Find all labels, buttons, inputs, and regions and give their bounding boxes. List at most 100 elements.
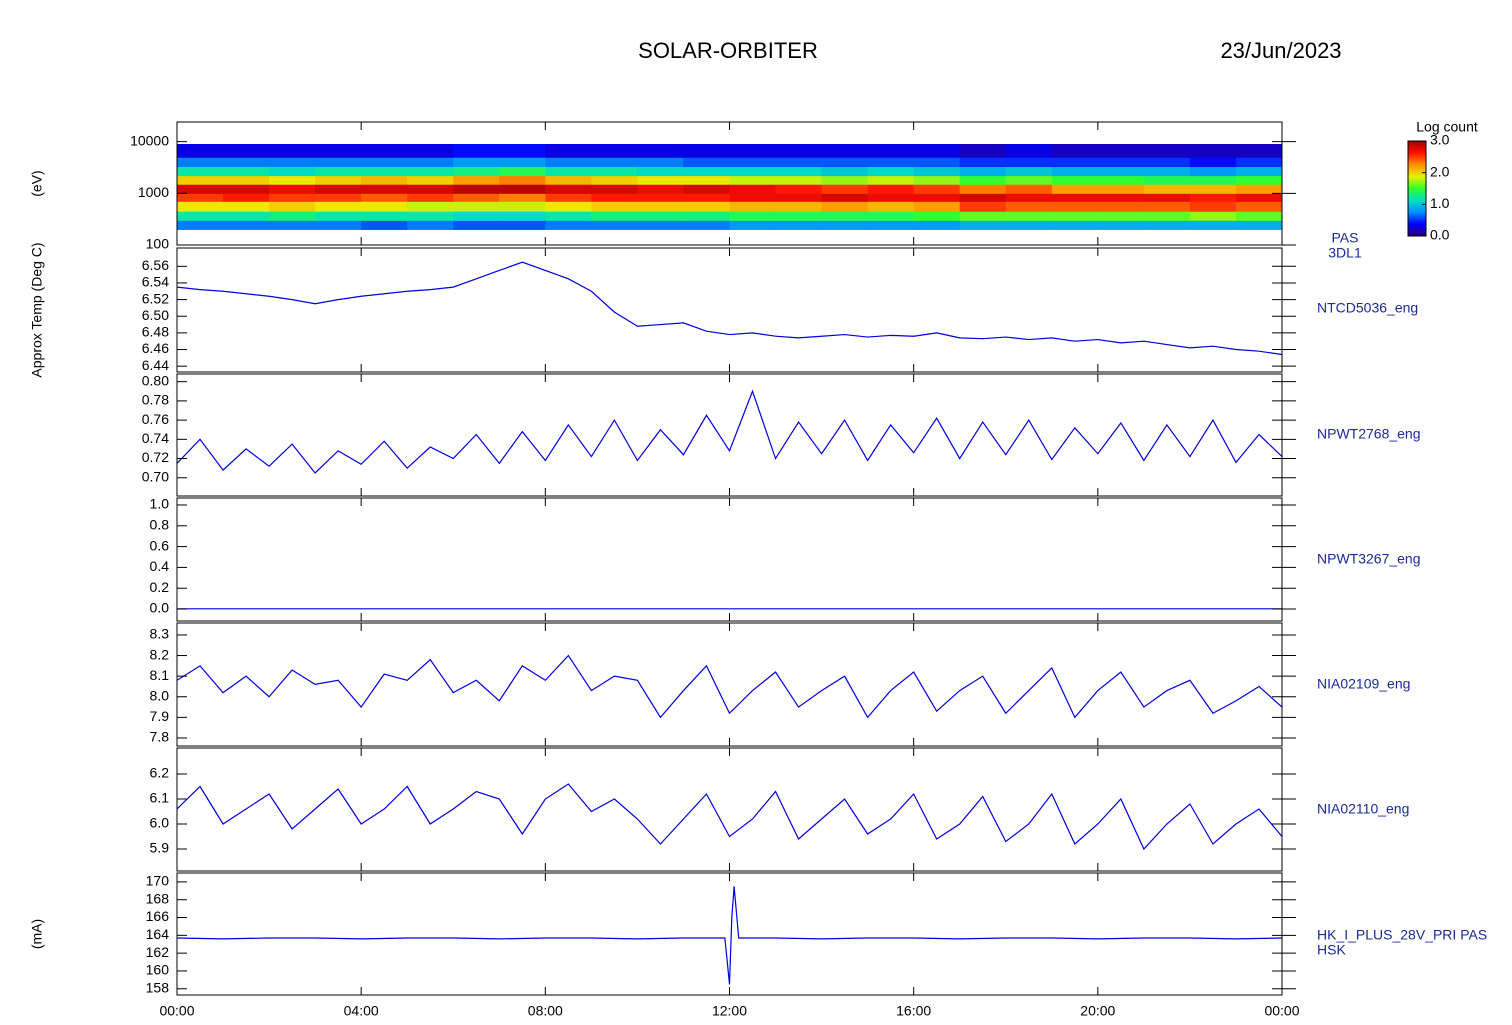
heatmap-cell	[1097, 211, 1145, 221]
heatmap-cell	[775, 201, 823, 212]
page-title: SOLAR-ORBITER	[638, 38, 818, 63]
heatmap-cell	[683, 157, 730, 168]
heatmap-cell	[821, 144, 869, 158]
heatmap-cell	[1235, 166, 1283, 177]
heatmap-cell	[775, 175, 823, 185]
data-line	[177, 389, 1282, 474]
heatmap-cell	[361, 157, 408, 168]
series-label: NIA02110_eng	[1317, 801, 1409, 817]
y-tick-label: 6.52	[142, 290, 169, 306]
heatmap-cell	[1051, 193, 1099, 202]
heatmap-cell	[683, 193, 730, 202]
heatmap-cell	[913, 211, 961, 221]
y-tick-label: 168	[146, 890, 170, 906]
heatmap-cell	[1143, 166, 1191, 177]
heatmap-cell	[545, 184, 592, 194]
y-tick-label: 6.50	[142, 307, 169, 323]
data-line	[177, 261, 1282, 356]
y-tick-label: 0.72	[142, 449, 169, 465]
panel-frame	[176, 373, 1283, 497]
heatmap-cell	[959, 166, 1007, 177]
heatmap-cell	[1189, 157, 1237, 168]
heatmap-cell	[637, 166, 684, 177]
data-line	[177, 654, 1282, 719]
y-tick-label: 6.56	[142, 257, 169, 273]
heatmap-cell	[499, 184, 546, 194]
heatmap-cell	[913, 220, 961, 230]
heatmap-cell	[913, 144, 961, 158]
y-axis-label: (mA)	[29, 919, 45, 949]
panel: 7.8 7.9 8.0 8.1 8.2 8.3 NIA02109_eng	[150, 622, 1410, 747]
heatmap-cell	[1189, 144, 1237, 158]
heatmap-cell	[775, 144, 823, 158]
heatmap-cell	[913, 175, 961, 185]
panel-frame	[176, 747, 1283, 872]
heatmap-cell	[959, 220, 1007, 230]
heatmap-cell	[269, 166, 316, 177]
heatmap-cell	[1189, 184, 1237, 194]
heatmap-cell	[821, 220, 869, 230]
heatmap-cell	[867, 166, 915, 177]
heatmap-cell	[315, 184, 362, 194]
heatmap-cell	[1097, 193, 1145, 202]
heatmap-cell	[545, 201, 592, 212]
heatmap-cell	[1005, 144, 1053, 158]
heatmap-cell	[591, 144, 638, 158]
series-label: 3DL1	[1328, 245, 1362, 261]
heatmap-cell	[545, 220, 592, 230]
heatmap-cell	[177, 201, 224, 212]
heatmap-cell	[913, 193, 961, 202]
heatmap-cell	[177, 157, 224, 168]
y-tick-label: 164	[146, 926, 170, 942]
y-tick-label: 0.2	[150, 579, 170, 595]
heatmap-cell	[1051, 166, 1099, 177]
colorbar	[1407, 140, 1427, 237]
panel: 5.9 6.0 6.1 6.2 NIA02110_eng	[150, 747, 1409, 872]
heatmap-cell	[729, 157, 777, 168]
heatmap-cell	[315, 201, 362, 212]
y-tick-label: 0.6	[150, 537, 170, 553]
heatmap-cell	[821, 184, 869, 194]
heatmap-cell	[1097, 184, 1145, 194]
y-tick-label: 1000	[138, 184, 169, 200]
y-tick-label: 162	[146, 944, 170, 960]
panel-frame	[176, 247, 1283, 373]
heatmap-cell	[453, 175, 500, 185]
colorbar-tick-label: 2.0	[1430, 163, 1450, 179]
series-label: NPWT2768_eng	[1317, 426, 1421, 442]
heatmap-cell	[453, 184, 500, 194]
heatmap-cell	[499, 201, 546, 212]
heatmap-cell	[223, 175, 270, 185]
heatmap-cell	[959, 201, 1007, 212]
heatmap-cell	[683, 201, 730, 212]
heatmap-cell	[1097, 201, 1145, 212]
heatmap-cell	[407, 157, 454, 168]
x-tick-label: 00:00	[159, 1003, 194, 1019]
heatmap-cell	[177, 166, 224, 177]
heatmap-cell	[407, 166, 454, 177]
y-tick-label: 100	[146, 236, 170, 252]
y-tick-label: 6.54	[142, 274, 169, 290]
heatmap-cell	[223, 193, 270, 202]
heatmap-cell	[1235, 184, 1283, 194]
y-tick-label: 160	[146, 962, 170, 978]
heatmap-cell	[269, 184, 316, 194]
heatmap-cell	[269, 157, 316, 168]
heatmap-cell	[499, 211, 546, 221]
y-tick-label: 0.76	[142, 411, 169, 427]
x-tick-label: 04:00	[344, 1003, 379, 1019]
heatmap-cell	[361, 144, 408, 158]
heatmap-cell	[591, 201, 638, 212]
heatmap-cell	[821, 211, 869, 221]
panel: 0.70 0.72 0.74 0.76 0.78 0.80 NPWT2768_eng	[142, 372, 1421, 497]
heatmap-cell	[315, 166, 362, 177]
heatmap-cell	[453, 211, 500, 221]
series-label: HK_I_PLUS_28V_PRI PAS	[1317, 927, 1487, 943]
heatmap-cell	[683, 211, 730, 221]
heatmap-cell	[315, 175, 362, 185]
heatmap-cell	[1143, 157, 1191, 168]
x-tick-label: 00:00	[1264, 1003, 1299, 1019]
heatmap-cell	[1189, 220, 1237, 230]
